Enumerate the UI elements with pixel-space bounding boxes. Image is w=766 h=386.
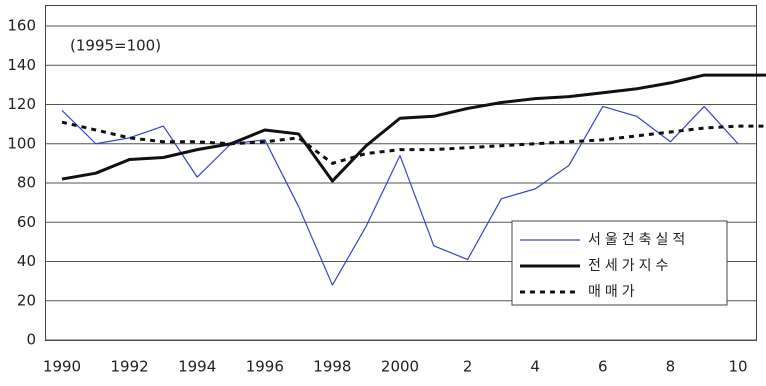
x-tick-label: 1998 — [313, 358, 351, 376]
legend-label: 전세가지수 — [588, 258, 672, 274]
x-tick-label: 2 — [463, 358, 473, 376]
annotation: (1995=100) — [70, 37, 161, 55]
y-tick-label: 60 — [17, 213, 36, 231]
x-tick-label: 1996 — [246, 358, 284, 376]
x-tick-label: 2000 — [381, 358, 419, 376]
x-tick-label: 6 — [598, 358, 608, 376]
x-tick-label: 1994 — [178, 358, 216, 376]
data-line — [61, 120, 766, 165]
data-line — [61, 73, 766, 183]
x-tick-label: 10 — [728, 358, 747, 376]
x-tick-label: 8 — [666, 358, 676, 376]
y-tick-label: 80 — [17, 174, 36, 192]
legend-label: 서울건축실적 — [588, 232, 689, 248]
y-tick-label: 20 — [17, 291, 36, 309]
y-tick-label: 0 — [26, 331, 36, 349]
y-tick-label: 160 — [7, 17, 36, 35]
x-tick-label: 1990 — [43, 358, 81, 376]
legend-label: 매매가 — [588, 284, 639, 300]
x-tick-label: 1992 — [111, 358, 149, 376]
x-tick-label: 4 — [530, 358, 540, 376]
y-tick-label: 120 — [7, 95, 36, 113]
legend-box — [511, 220, 728, 306]
y-tick-label: 140 — [7, 56, 36, 74]
y-tick-label: 40 — [17, 252, 36, 270]
y-tick-label: 100 — [7, 134, 36, 152]
